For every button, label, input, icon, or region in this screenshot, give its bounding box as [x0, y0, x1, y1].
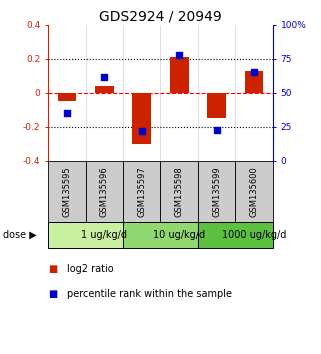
Text: ■: ■ — [48, 289, 57, 299]
Text: GSM135600: GSM135600 — [250, 166, 259, 217]
Point — [64, 110, 69, 116]
Bar — [132, 93, 151, 144]
Bar — [170, 57, 188, 93]
FancyBboxPatch shape — [48, 161, 86, 222]
Point — [252, 70, 257, 75]
Text: log2 ratio: log2 ratio — [67, 264, 114, 274]
Bar — [95, 86, 114, 93]
FancyBboxPatch shape — [198, 161, 235, 222]
FancyBboxPatch shape — [86, 161, 123, 222]
Text: GSM135595: GSM135595 — [62, 166, 71, 217]
FancyBboxPatch shape — [235, 161, 273, 222]
Bar — [245, 71, 264, 93]
Text: GSM135596: GSM135596 — [100, 166, 109, 217]
Text: percentile rank within the sample: percentile rank within the sample — [67, 289, 232, 299]
Text: 1000 ug/kg/d: 1000 ug/kg/d — [222, 230, 286, 240]
Point — [214, 127, 219, 132]
FancyBboxPatch shape — [198, 222, 273, 248]
FancyBboxPatch shape — [48, 222, 123, 248]
Point — [177, 52, 182, 58]
Text: 10 ug/kg/d: 10 ug/kg/d — [153, 230, 205, 240]
Bar — [207, 93, 226, 119]
FancyBboxPatch shape — [123, 222, 198, 248]
Text: GSM135597: GSM135597 — [137, 166, 146, 217]
Text: 1 ug/kg/d: 1 ug/kg/d — [81, 230, 127, 240]
Text: ■: ■ — [48, 264, 57, 274]
Text: GSM135598: GSM135598 — [175, 166, 184, 217]
Point — [102, 74, 107, 79]
Text: GSM135599: GSM135599 — [212, 166, 221, 217]
Point — [139, 128, 144, 134]
FancyBboxPatch shape — [123, 161, 160, 222]
Text: dose ▶: dose ▶ — [3, 230, 37, 240]
FancyBboxPatch shape — [160, 161, 198, 222]
Bar — [57, 93, 76, 101]
Title: GDS2924 / 20949: GDS2924 / 20949 — [99, 10, 222, 24]
